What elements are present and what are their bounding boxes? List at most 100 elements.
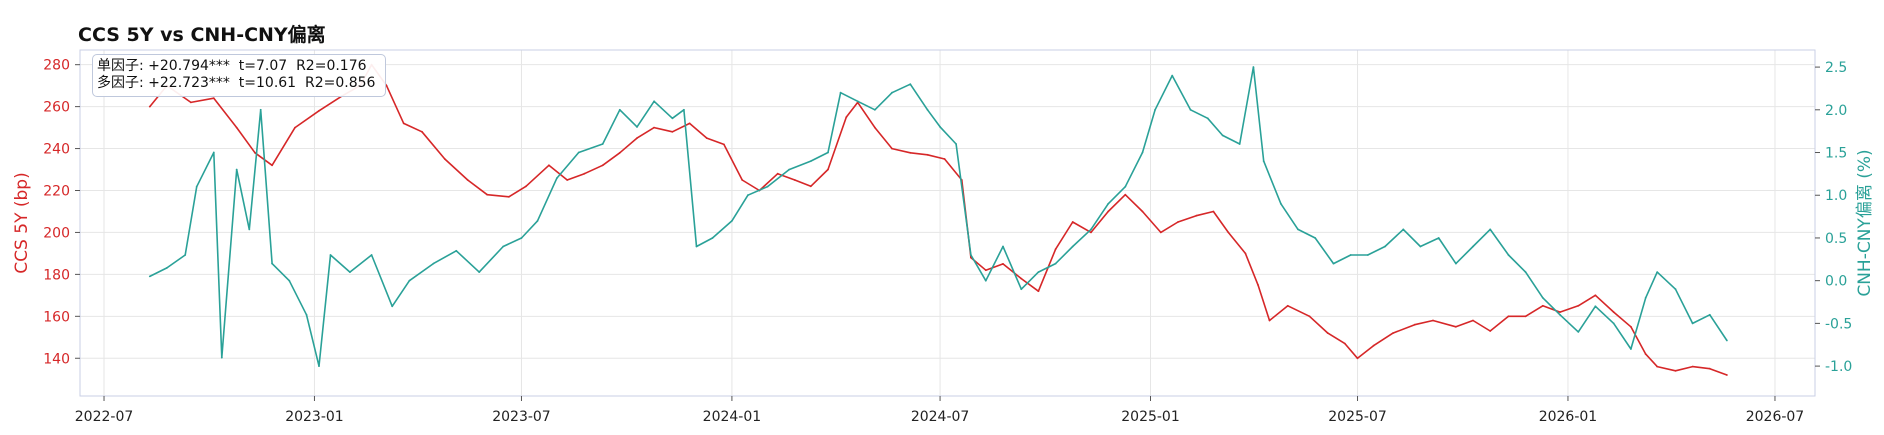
- deviation-data-point: [1366, 254, 1369, 256]
- ccs-data-point: [148, 105, 151, 108]
- deviation-data-point: [318, 365, 320, 367]
- deviation-data-point: [1559, 313, 1561, 316]
- deviation-data-point: [259, 108, 262, 111]
- deviation-data-point: [520, 237, 523, 239]
- deviation-data-point: [636, 126, 638, 128]
- deviation-data-point: [1107, 202, 1110, 205]
- deviation-data-point: [731, 220, 733, 222]
- ccs-data-point: [1644, 353, 1647, 355]
- deviation-data-point: [1141, 151, 1144, 154]
- deviation-data-point: [1054, 262, 1057, 265]
- deviation-data-point: [839, 91, 842, 94]
- ccs-data-point: [1726, 374, 1728, 376]
- ccs-data-point: [601, 164, 604, 167]
- ccs-data-point: [845, 116, 848, 118]
- annotation-line-multi-factor: 多因子: +22.723*** t=10.61 R2=0.856: [97, 75, 376, 91]
- ccs-data-point: [671, 130, 674, 133]
- ccs-data-point: [653, 126, 655, 129]
- ccs-data-point: [1674, 369, 1677, 372]
- ccs-data-point: [1177, 221, 1179, 223]
- left-tick-label: 260: [43, 100, 70, 116]
- deviation-data-point: [766, 185, 769, 188]
- ccs-data-point: [294, 126, 296, 129]
- deviation-data-point: [939, 126, 941, 128]
- ccs-data-point: [318, 109, 320, 112]
- ccs-data-point: [891, 147, 893, 150]
- ccs-data-point: [1141, 210, 1144, 213]
- deviation-data-point: [455, 249, 458, 252]
- deviation-data-point: [1314, 237, 1317, 239]
- deviation-data-point: [1154, 108, 1156, 111]
- ccs-data-point: [385, 84, 388, 87]
- ccs-data-point: [1326, 332, 1329, 334]
- deviation-data-point: [1252, 66, 1255, 68]
- deviation-data-point: [1644, 296, 1647, 299]
- x-tick-label: 2022-07: [75, 409, 134, 425]
- deviation-data-point: [166, 267, 168, 269]
- deviation-data-point: [1349, 254, 1352, 256]
- deviation-data-point: [235, 168, 238, 171]
- ccs-data-point: [1107, 210, 1110, 213]
- deviation-data-point: [1171, 74, 1174, 77]
- ccs-data-point: [688, 122, 691, 125]
- deviation-data-point: [220, 356, 223, 359]
- deviation-data-point: [1221, 134, 1224, 137]
- deviation-data-point: [184, 254, 187, 256]
- deviation-data-point: [288, 279, 291, 282]
- right-tick-label: -1.0: [1825, 359, 1852, 375]
- deviation-data-point: [1489, 228, 1492, 231]
- deviation-data-point: [1455, 262, 1457, 265]
- right-tick-label: 2.5: [1825, 60, 1847, 76]
- ccs-data-point: [1159, 231, 1162, 234]
- deviation-data-point: [271, 262, 273, 265]
- ccs-data-point: [1244, 252, 1247, 255]
- deviation-data-point: [432, 262, 435, 265]
- deviation-data-point: [1612, 322, 1615, 325]
- ccs-data-point: [212, 97, 215, 100]
- deviation-data-point: [1630, 348, 1632, 350]
- deviation-data-point: [1541, 296, 1544, 299]
- ccs-data-point: [1372, 344, 1375, 347]
- ccs-data-point: [1524, 315, 1527, 318]
- ccs-data-point: [508, 195, 510, 198]
- ccs-data-point: [874, 126, 876, 129]
- deviation-data-point: [1524, 271, 1527, 273]
- deviation-data-point: [305, 313, 308, 316]
- right-tick-label: 1.5: [1825, 146, 1847, 162]
- ccs-data-point: [776, 172, 779, 175]
- deviation-data-point: [248, 228, 251, 231]
- ccs-data-point: [583, 172, 586, 175]
- ccs-data-point: [984, 269, 987, 272]
- deviation-data-point: [1472, 245, 1474, 248]
- deviation-data-point: [502, 245, 505, 248]
- right-tick-label: 1.0: [1825, 188, 1847, 204]
- deviation-data-point: [1124, 185, 1127, 188]
- deviation-data-point: [1656, 271, 1659, 273]
- series-line-cnh-cny-deviation: [149, 66, 1728, 367]
- deviation-data-point: [1332, 262, 1335, 265]
- deviation-data-point: [671, 117, 674, 120]
- deviation-data-point: [856, 100, 859, 103]
- deviation-data-point: [653, 100, 655, 103]
- deviation-data-point: [408, 279, 411, 282]
- deviation-data-point: [1189, 108, 1192, 111]
- x-tick-label: 2023-01: [285, 409, 344, 425]
- ccs-data-point: [402, 122, 405, 125]
- series-layer: [148, 63, 1728, 376]
- deviation-data-point: [1262, 160, 1265, 163]
- ccs-data-point: [618, 151, 621, 154]
- ccs-data-point: [1559, 311, 1561, 313]
- ccs-data-point: [1507, 315, 1510, 318]
- ccs-data-point: [525, 185, 527, 188]
- series-line-ccs-5y: [149, 63, 1728, 376]
- ccs-data-point: [926, 153, 929, 156]
- deviation-data-point: [1071, 245, 1074, 248]
- ccs-data-point: [827, 168, 829, 171]
- deviation-data-point: [1577, 331, 1580, 333]
- x-tick-label: 2026-01: [1539, 409, 1598, 425]
- ccs-data-point: [1308, 315, 1311, 318]
- deviation-data-point: [329, 254, 332, 256]
- deviation-data-point: [478, 271, 481, 273]
- ccs-data-point: [421, 130, 423, 133]
- deviation-data-point: [536, 220, 539, 222]
